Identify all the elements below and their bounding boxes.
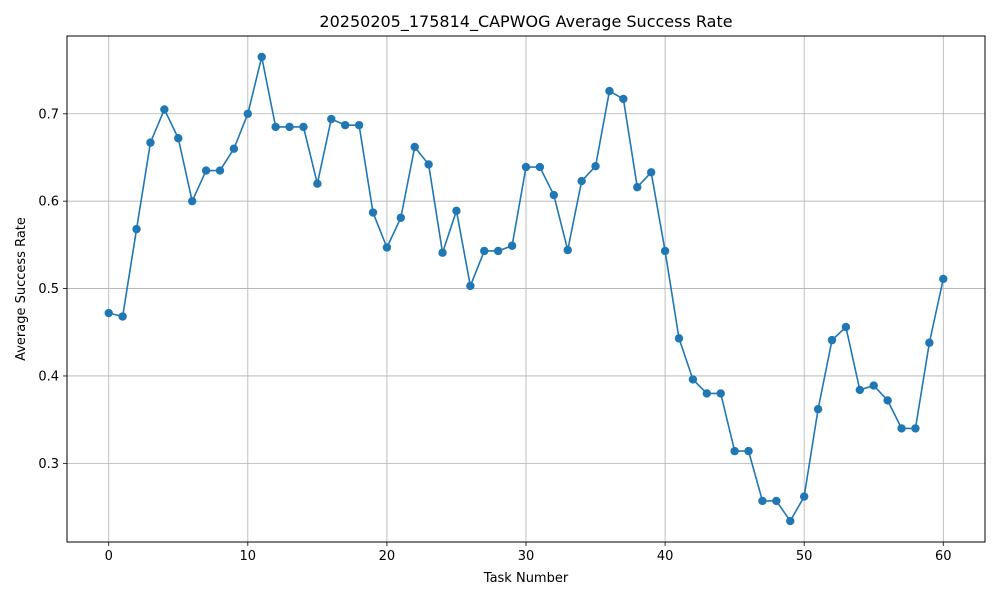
data-point bbox=[577, 176, 586, 186]
y-axis-label: Average Success Rate bbox=[14, 217, 29, 361]
data-point bbox=[939, 274, 948, 284]
data-point bbox=[466, 281, 475, 291]
series-group bbox=[104, 52, 948, 526]
y-tick-label: 0.6 bbox=[38, 195, 59, 210]
data-point bbox=[758, 496, 767, 506]
data-point bbox=[215, 166, 225, 175]
x-tick-label: 40 bbox=[657, 549, 674, 564]
data-point bbox=[730, 446, 739, 456]
x-tick-label: 50 bbox=[796, 549, 813, 564]
x-tick-label: 30 bbox=[518, 549, 535, 564]
data-point bbox=[313, 179, 322, 188]
x-tick-label: 10 bbox=[240, 549, 257, 564]
data-point bbox=[493, 246, 503, 256]
data-point bbox=[271, 122, 280, 132]
x-tick-label: 60 bbox=[935, 549, 952, 564]
data-point bbox=[702, 389, 712, 398]
data-point bbox=[410, 142, 419, 152]
data-point bbox=[340, 120, 350, 130]
data-point bbox=[480, 246, 489, 256]
data-point bbox=[132, 224, 141, 234]
data-point bbox=[786, 516, 795, 526]
data-point bbox=[354, 120, 364, 130]
data-point bbox=[841, 322, 851, 332]
grid-lines bbox=[67, 36, 985, 542]
x-tick-label: 0 bbox=[105, 549, 113, 564]
data-point bbox=[521, 162, 531, 172]
data-point bbox=[772, 496, 781, 506]
data-point bbox=[855, 385, 865, 395]
data-point bbox=[563, 245, 572, 255]
data-point bbox=[243, 109, 253, 118]
data-point bbox=[507, 241, 517, 250]
x-axis-label: Task Number bbox=[483, 571, 569, 586]
axis-ticks: 0 10 20 30 40 50 60 0.3 0.4 0.5 0.6 0.7 bbox=[38, 107, 951, 564]
data-point bbox=[424, 160, 433, 169]
data-point bbox=[688, 375, 698, 384]
data-point bbox=[660, 246, 670, 256]
data-point bbox=[813, 404, 823, 414]
data-point bbox=[869, 381, 878, 390]
data-point bbox=[368, 208, 378, 217]
data-point bbox=[619, 94, 628, 104]
data-point bbox=[187, 196, 197, 206]
data-point bbox=[674, 334, 684, 343]
data-point bbox=[646, 168, 656, 177]
data-point bbox=[118, 312, 127, 321]
data-point bbox=[104, 308, 113, 318]
data-point bbox=[299, 122, 308, 132]
data-point bbox=[327, 114, 336, 124]
data-point bbox=[174, 134, 183, 143]
x-tick-label: 20 bbox=[379, 549, 396, 564]
data-point bbox=[925, 338, 934, 347]
data-point bbox=[201, 166, 211, 175]
data-point bbox=[438, 248, 447, 257]
data-point bbox=[591, 162, 600, 171]
data-point bbox=[257, 52, 266, 62]
data-point bbox=[911, 424, 920, 433]
data-point bbox=[285, 122, 294, 132]
y-tick-label: 0.3 bbox=[38, 457, 59, 472]
data-point bbox=[396, 213, 406, 222]
data-point bbox=[229, 144, 239, 153]
data-point bbox=[897, 424, 906, 433]
data-point bbox=[146, 138, 155, 147]
data-point bbox=[716, 389, 725, 398]
y-tick-label: 0.5 bbox=[38, 282, 59, 297]
data-point bbox=[744, 446, 753, 456]
data-point bbox=[605, 86, 614, 96]
data-point bbox=[452, 206, 461, 215]
data-point bbox=[382, 243, 392, 252]
y-tick-label: 0.4 bbox=[38, 369, 59, 384]
y-tick-label: 0.7 bbox=[38, 107, 59, 122]
data-point bbox=[827, 335, 837, 345]
chart-title: 20250205_175814_CAPWOG Average Success R… bbox=[319, 12, 732, 32]
data-point bbox=[633, 182, 642, 192]
data-point bbox=[799, 492, 809, 501]
data-point bbox=[549, 190, 559, 200]
data-point bbox=[535, 162, 545, 172]
data-point bbox=[160, 105, 169, 114]
data-point bbox=[883, 396, 892, 405]
